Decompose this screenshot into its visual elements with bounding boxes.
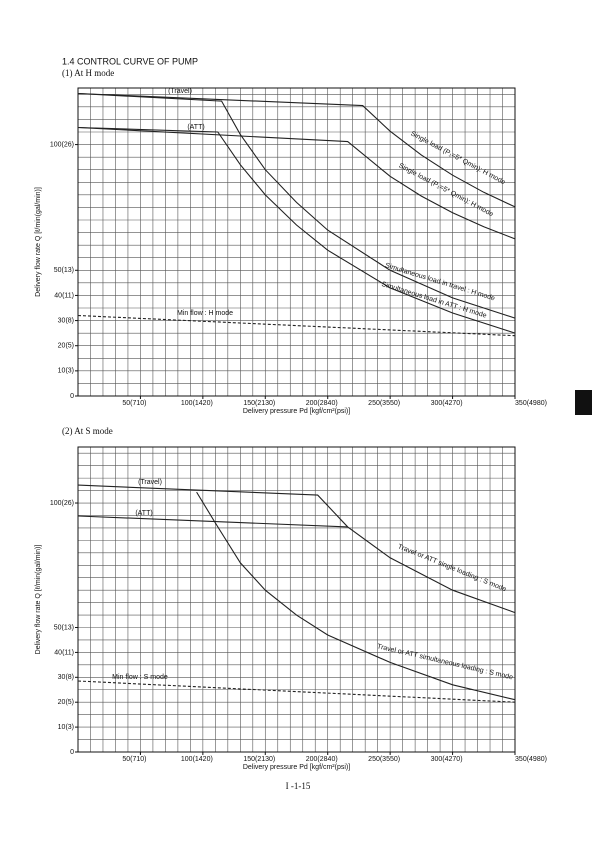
y-tick-label: 100(26)	[50, 141, 74, 148]
curve	[77, 92, 516, 319]
curve	[77, 126, 516, 240]
curve	[196, 491, 516, 701]
x-tick-label: 50(710)	[122, 756, 146, 763]
y-tick-label: 40(11)	[54, 292, 74, 299]
x-tick-label: 100(1420)	[181, 400, 213, 407]
curve-label: Min flow : H mode	[177, 310, 233, 317]
x-tick-label: 50(710)	[122, 400, 146, 407]
x-axis-label: Delivery pressure Pd [kgf/cm²(psi)]	[243, 764, 350, 771]
x-tick-label: 350(4980)	[515, 756, 547, 763]
annotation: (Travel)	[138, 479, 162, 486]
y-tick-label: 30(8)	[58, 317, 74, 324]
curve	[77, 515, 348, 528]
y-tick-label: 50(13)	[54, 267, 74, 274]
curve	[77, 680, 516, 703]
y-tick-label: 30(8)	[58, 674, 74, 681]
y-tick-label: 0	[70, 393, 74, 400]
x-axis-label: Delivery pressure Pd [kgf/cm²(psi)]	[243, 408, 350, 415]
y-tick-label: 0	[70, 749, 74, 756]
x-tick-label: 350(4980)	[515, 400, 547, 407]
section-title: 1.4 CONTROL CURVE OF PUMP	[62, 56, 198, 66]
x-tick-label: 300(4270)	[431, 756, 463, 763]
x-tick-label: 300(4270)	[431, 400, 463, 407]
y-axis-label: Delivery flow rate Q [ℓ/min(gal/min)]	[35, 545, 42, 655]
side-tab	[575, 390, 592, 415]
chart-title: (2) At S mode	[62, 426, 113, 436]
annotation: (Travel)	[168, 88, 192, 95]
chart-title: (1) At H mode	[62, 68, 114, 78]
curve	[77, 126, 516, 334]
y-tick-label: 10(3)	[58, 724, 74, 731]
x-tick-label: 200(2840)	[306, 400, 338, 407]
y-tick-label: 100(26)	[50, 500, 74, 507]
curve	[77, 314, 516, 337]
x-tick-label: 250(3550)	[368, 400, 400, 407]
x-tick-label: 250(3550)	[368, 756, 400, 763]
curve	[77, 92, 516, 208]
x-tick-label: 150(2130)	[243, 756, 275, 763]
x-tick-label: 150(2130)	[243, 400, 275, 407]
page-number: I -1-15	[286, 781, 311, 791]
y-tick-label: 50(13)	[54, 624, 74, 631]
annotation: (ATT)	[187, 124, 204, 131]
curve-label: Min flow : S mode	[112, 674, 168, 681]
annotation: (ATT)	[135, 510, 152, 517]
y-tick-label: 10(3)	[58, 368, 74, 375]
x-tick-label: 100(1420)	[181, 756, 213, 763]
y-tick-label: 20(5)	[58, 343, 74, 350]
curve	[77, 484, 516, 614]
plot-frame	[77, 87, 516, 397]
plot-frame	[77, 446, 516, 753]
y-tick-label: 20(5)	[58, 699, 74, 706]
x-tick-label: 200(2840)	[306, 756, 338, 763]
y-tick-label: 40(11)	[54, 649, 74, 656]
y-axis-label: Delivery flow rate Q [ℓ/min(gal/min)]	[35, 187, 42, 297]
